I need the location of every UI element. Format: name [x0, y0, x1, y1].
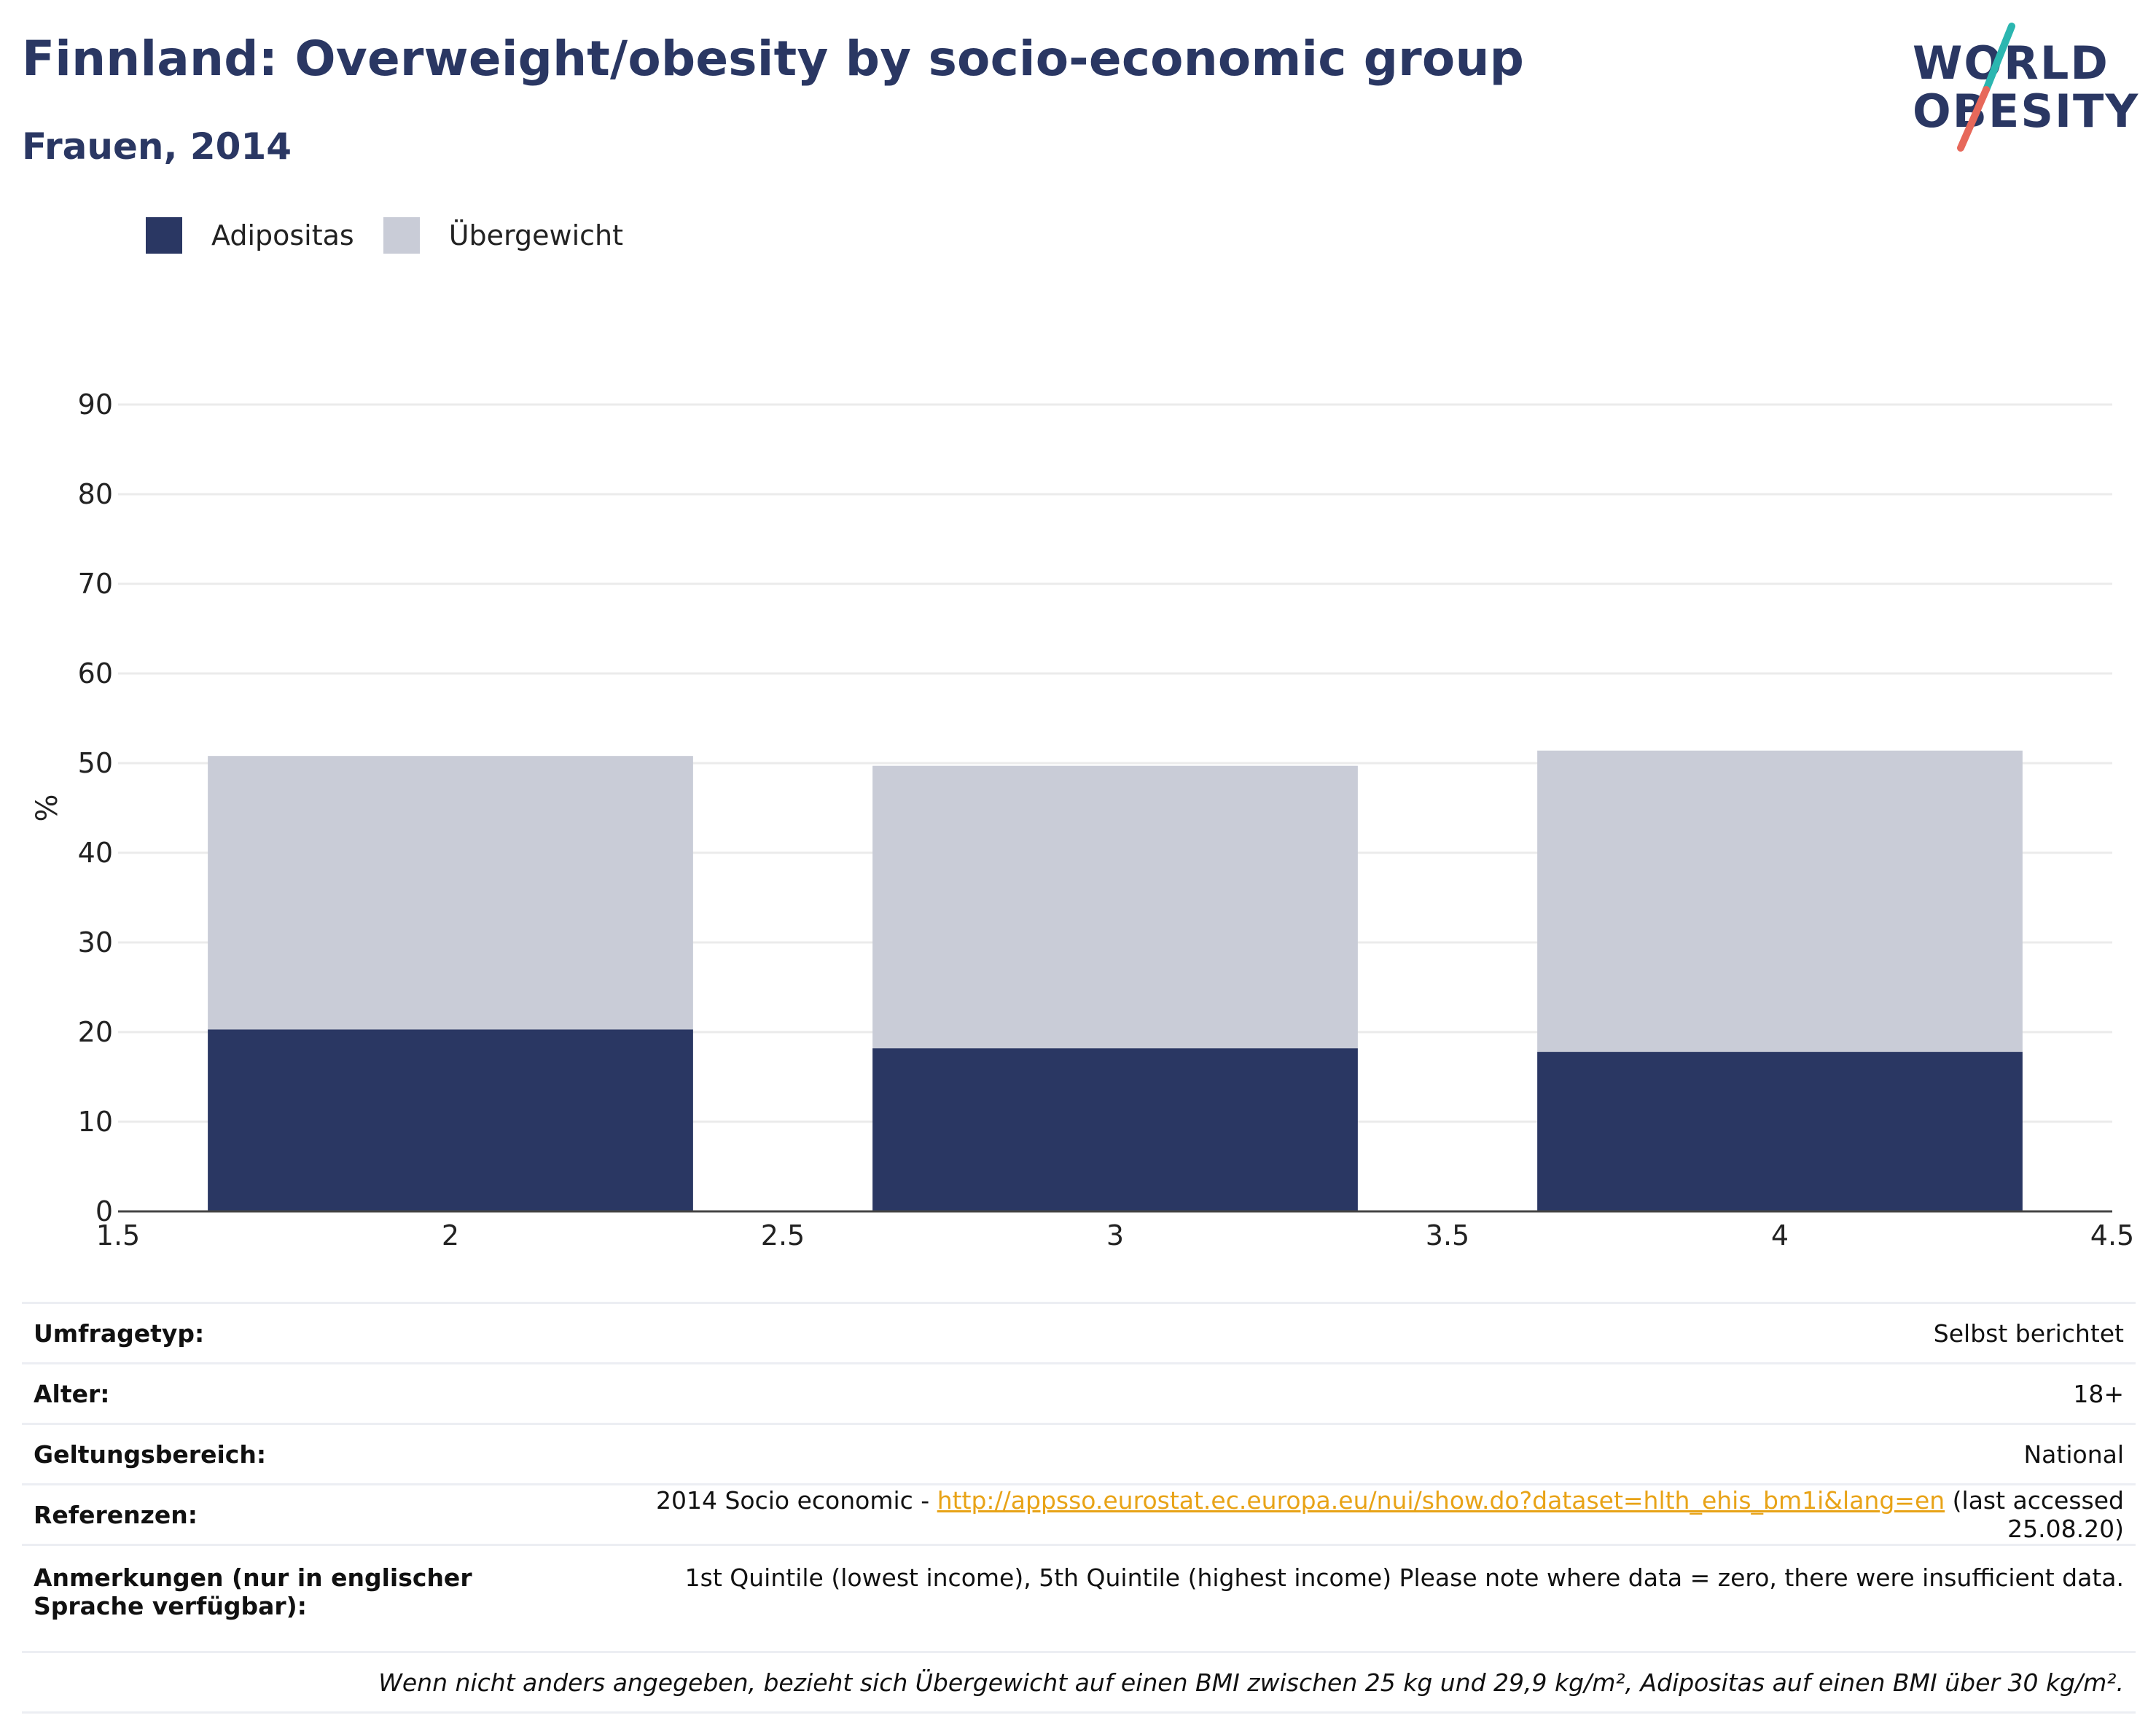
info-label: Anmerkungen (nur in englischer Sprache v…: [22, 1544, 599, 1652]
info-value: 2014 Socio economic - http://appsso.euro…: [599, 1483, 2136, 1545]
footnote-text: Wenn nicht anders angegeben, bezieht sic…: [22, 1651, 2136, 1714]
bar-uebergewicht: [208, 756, 693, 1030]
logo-line-1: WORLD: [1913, 36, 2109, 90]
x-tick-label: 4.5: [2090, 1219, 2134, 1251]
bar-adipositas: [208, 1029, 693, 1211]
references-prefix: 2014 Socio economic -: [656, 1486, 937, 1515]
info-value: National: [599, 1423, 2136, 1485]
legend-item-uebergewicht[interactable]: Übergewicht: [383, 217, 623, 254]
info-value: 18+: [599, 1362, 2136, 1424]
info-label: Geltungsbereich:: [22, 1423, 599, 1485]
info-label: Referenzen:: [22, 1483, 599, 1545]
world-obesity-logo: WORLD OBESITY: [1902, 20, 2143, 152]
y-tick-label: 80: [78, 478, 113, 510]
x-tick-label: 2: [442, 1219, 459, 1251]
info-row-survey-type: Umfragetyp: Selbst berichtet: [22, 1302, 2136, 1364]
y-tick-label: 20: [78, 1016, 113, 1048]
info-row-footnote: Wenn nicht anders angegeben, bezieht sic…: [22, 1651, 2136, 1714]
y-tick-label: 90: [78, 388, 113, 421]
info-table: Umfragetyp: Selbst berichtet Alter: 18+ …: [22, 1302, 2136, 1714]
y-tick-label: 40: [78, 837, 113, 869]
bar-adipositas: [872, 1048, 1358, 1211]
info-label: Umfragetyp:: [22, 1302, 599, 1364]
y-tick-label: 10: [78, 1106, 113, 1138]
x-tick-label: 3: [1106, 1219, 1124, 1251]
chart-legend: Adipositas Übergewicht: [146, 217, 652, 254]
info-row-age: Alter: 18+: [22, 1362, 2136, 1424]
x-tick-label: 3.5: [1426, 1219, 1469, 1251]
references-suffix: (last accessed 25.08.20): [1945, 1486, 2124, 1543]
y-tick-label: 30: [78, 926, 113, 958]
legend-label-adipositas: Adipositas: [211, 219, 354, 251]
logo-line-2: OBESITY: [1913, 85, 2140, 138]
x-tick-label: 1.5: [96, 1219, 140, 1251]
y-axis-label: %: [31, 794, 64, 821]
logo-slash-icon: [1957, 23, 2015, 152]
info-row-references: Referenzen: 2014 Socio economic - http:/…: [22, 1483, 2136, 1545]
info-row-notes: Anmerkungen (nur in englischer Sprache v…: [22, 1544, 2136, 1652]
y-tick-label: 60: [78, 657, 113, 690]
x-tick-label: 4: [1771, 1219, 1789, 1251]
y-tick-label: 70: [78, 568, 113, 600]
references-link[interactable]: http://appsso.eurostat.ec.europa.eu/nui/…: [937, 1486, 1945, 1515]
bar-uebergewicht: [1537, 750, 2023, 1052]
y-tick-label: 50: [78, 747, 113, 779]
info-row-scope: Geltungsbereich: National: [22, 1423, 2136, 1485]
info-label: Alter:: [22, 1362, 599, 1424]
page-subtitle: Frauen, 2014: [22, 125, 292, 168]
y-tick-label: 0: [95, 1195, 113, 1227]
info-value: Selbst berichtet: [599, 1302, 2136, 1364]
page-title: Finnland: Overweight/obesity by socio-ec…: [22, 31, 1525, 87]
legend-swatch-adipositas: [146, 217, 182, 254]
legend-swatch-uebergewicht: [383, 217, 420, 254]
x-tick-label: 2.5: [761, 1219, 805, 1251]
legend-label-uebergewicht: Übergewicht: [448, 219, 623, 251]
bar-chart: 0 10 20 30 40 50 60 70 80 90 1.5 2 2.5 3 3.5 4 4.5%: [31, 388, 2134, 1251]
info-value: 1st Quintile (lowest income), 5th Quinti…: [599, 1544, 2136, 1652]
bar-adipositas: [1537, 1052, 2023, 1211]
legend-item-adipositas[interactable]: Adipositas: [146, 217, 354, 254]
bar-uebergewicht: [872, 765, 1358, 1049]
